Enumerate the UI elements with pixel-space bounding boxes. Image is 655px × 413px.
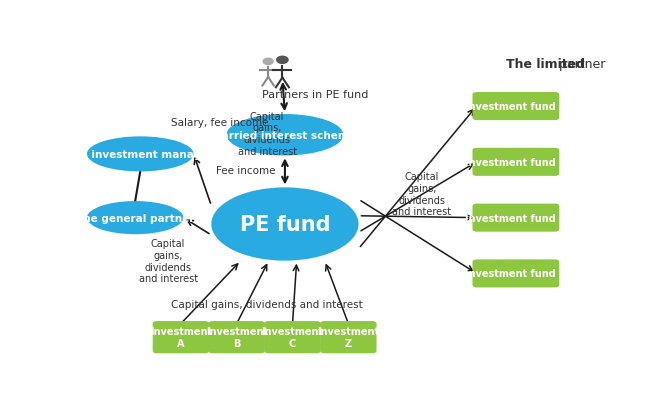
Text: The general partner: The general partner (76, 213, 195, 223)
Ellipse shape (212, 188, 358, 261)
Text: Capital
gains,
dividends
and interest: Capital gains, dividends and interest (392, 172, 451, 216)
FancyBboxPatch shape (472, 260, 559, 288)
Ellipse shape (227, 115, 343, 156)
Ellipse shape (87, 137, 194, 172)
FancyBboxPatch shape (472, 204, 559, 232)
Text: Investment fund A: Investment fund A (465, 102, 567, 112)
FancyBboxPatch shape (208, 321, 265, 354)
Text: Capital gains, dividends and interest: Capital gains, dividends and interest (172, 299, 363, 309)
FancyBboxPatch shape (472, 93, 559, 121)
Text: Investment
B: Investment B (206, 327, 268, 348)
Text: Investment
Z: Investment Z (317, 327, 379, 348)
Circle shape (276, 57, 288, 64)
Text: Capital
gains,
dividends
and interest: Capital gains, dividends and interest (139, 239, 198, 283)
FancyBboxPatch shape (320, 321, 377, 354)
FancyBboxPatch shape (472, 148, 559, 176)
FancyBboxPatch shape (153, 321, 209, 354)
Text: Capital
gains,
dividends
and interest: Capital gains, dividends and interest (238, 112, 297, 156)
Text: Partners in PE fund: Partners in PE fund (262, 89, 369, 99)
Text: Fee income: Fee income (216, 165, 276, 175)
FancyBboxPatch shape (265, 321, 321, 354)
Text: PE fund: PE fund (240, 214, 330, 235)
Text: The limited: The limited (506, 57, 585, 71)
Ellipse shape (87, 202, 183, 235)
Text: Investment
A: Investment A (150, 327, 212, 348)
Text: partner: partner (555, 57, 606, 71)
Text: Investment
C: Investment C (261, 327, 324, 348)
Text: Investment fund B: Investment fund B (465, 157, 567, 167)
Text: Carried interest scheme: Carried interest scheme (214, 131, 356, 140)
Circle shape (263, 59, 273, 65)
Text: Salary, fee income: Salary, fee income (171, 117, 268, 128)
Text: Investment fund Z: Investment fund Z (465, 269, 567, 279)
Text: Investment fund C: Investment fund C (465, 213, 567, 223)
Text: The investment manager: The investment manager (66, 150, 214, 159)
